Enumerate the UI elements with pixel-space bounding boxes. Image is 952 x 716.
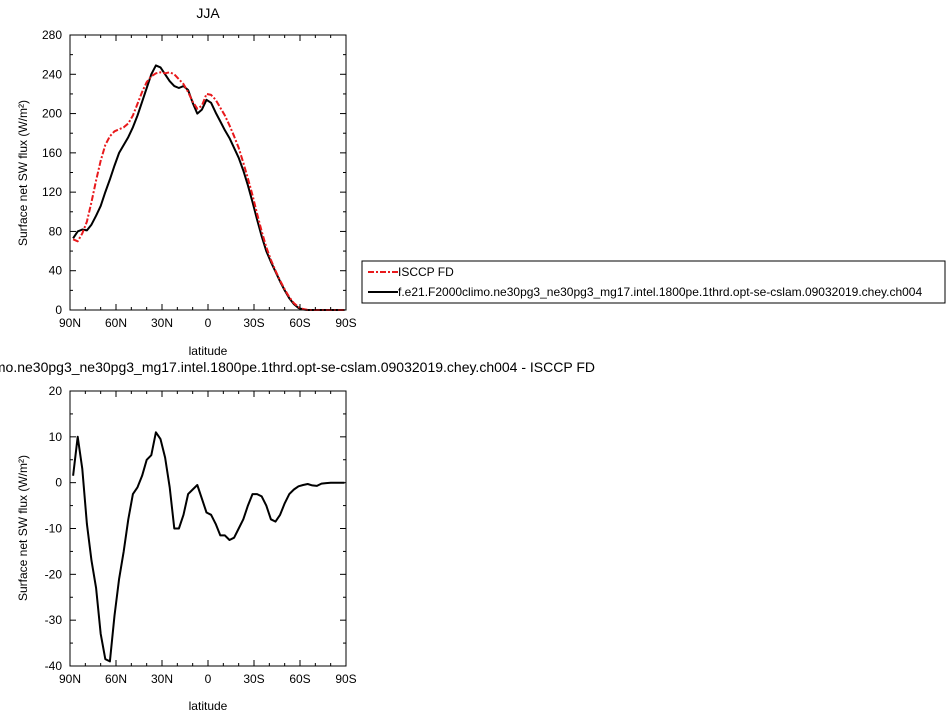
- legend-label-isccp: ISCCP FD: [398, 265, 454, 279]
- bottom-chart-series-model-line: [72, 431, 345, 663]
- bottom-chart-ytick-label: -40: [45, 659, 63, 673]
- bottom-chart-xtick-label: 60N: [105, 672, 127, 686]
- top-chart-ytick-label: 80: [49, 224, 63, 238]
- top-chart-ytick-label: 0: [55, 303, 62, 317]
- bottom-chart-plot-area: -40 -30 -20 -10 0 10 20 90N 60N 30N 0 30S 60S 90S: [45, 384, 357, 686]
- top-chart-ytick-label: 200: [42, 107, 62, 121]
- top-chart-ytick-label: 160: [42, 146, 62, 160]
- bottom-chart-ytick-label: -30: [45, 613, 63, 627]
- top-chart-xlabel: latitude: [189, 344, 228, 358]
- legend-box: [361, 260, 946, 304]
- bottom-chart-ylabel: Surface net SW flux (W/m²): [16, 455, 30, 601]
- legend: ISCCP FD f.e21.F2000climo.ne30pg3_ne30pg…: [361, 260, 946, 304]
- top-chart-xtick-label: 60S: [289, 316, 310, 330]
- bottom-chart-title: f.e21.F2000climo.ne30pg3_ne30pg3_mg17.in…: [0, 359, 595, 375]
- bottom-chart-frame: [69, 390, 347, 667]
- bottom-chart-xtick-label: 60S: [289, 672, 310, 686]
- bottom-chart-xtick-label: 30S: [243, 672, 264, 686]
- top-chart-xtick-label: 0: [205, 316, 212, 330]
- bottom-chart-ytick-label: -10: [45, 522, 63, 536]
- top-chart-plot-area: 0 40 80 120 160 200 240 280 90N 60N 30N 0 30S 60S 90S: [42, 28, 357, 330]
- top-chart-xtick-label: 30N: [151, 316, 173, 330]
- top-chart-ytick-label: 40: [49, 264, 63, 278]
- bottom-chart-xtick-label: 0: [205, 672, 212, 686]
- top-chart-xtick-label: 60N: [105, 316, 127, 330]
- bottom-chart-ytick-label: 20: [49, 384, 63, 398]
- top-chart-xtick-label: 90S: [335, 316, 356, 330]
- top-chart-ytick-label: 120: [42, 185, 62, 199]
- bottom-chart-xlabel: latitude: [189, 699, 228, 713]
- bottom-chart-ytick-label: 0: [55, 476, 62, 490]
- top-chart-xtick-label: 90N: [59, 316, 81, 330]
- bottom-chart: f.e21.F2000climo.ne30pg3_ne30pg3_mg17.in…: [0, 359, 595, 713]
- top-chart-xtick-label: 30S: [243, 316, 264, 330]
- top-chart-ytick-label: 280: [42, 28, 62, 42]
- top-chart-series-isccp-line: [72, 71, 345, 311]
- bottom-chart-ytick-label: 10: [49, 430, 63, 444]
- top-chart: JJA 0 40 80 120 160 200 240 280 90N 60N 30N 0 30S 60S…: [16, 5, 357, 358]
- bottom-chart-ytick-label: -20: [45, 567, 63, 581]
- bottom-chart-xtick-label: 90S: [335, 672, 356, 686]
- bottom-chart-xtick-label: 30N: [151, 672, 173, 686]
- legend-label-model: f.e21.F2000climo.ne30pg3_ne30pg3_mg17.in…: [398, 285, 922, 299]
- bottom-chart-xtick-label: 90N: [59, 672, 81, 686]
- top-chart-ylabel: Surface net SW flux (W/m²): [16, 100, 30, 246]
- top-chart-ytick-label: 240: [42, 67, 62, 81]
- top-chart-series-model-line: [72, 64, 345, 311]
- top-chart-title: JJA: [196, 5, 220, 21]
